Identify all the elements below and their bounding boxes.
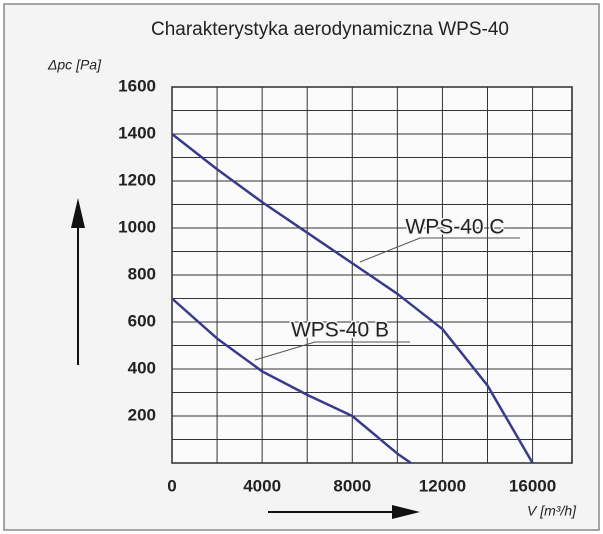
x-axis-label: V [m³/h] bbox=[527, 503, 577, 519]
line bbox=[171, 297, 412, 465]
y-arrow-head bbox=[71, 198, 85, 228]
y-tick-label: 800 bbox=[128, 264, 156, 283]
y-tick-label: 1400 bbox=[118, 123, 156, 142]
x-tick-label: 16000 bbox=[509, 476, 556, 495]
y-tick-label: 600 bbox=[128, 311, 156, 330]
x-tick-label: 4000 bbox=[243, 476, 281, 495]
leader-line bbox=[359, 237, 520, 263]
y-axis-label: Δpc [Pa] bbox=[47, 57, 102, 73]
series-label: WPS-40 C bbox=[405, 216, 504, 239]
series-label: WPS-40 B bbox=[291, 319, 389, 342]
y-tick-label: 200 bbox=[128, 405, 156, 424]
x-tick-label: 8000 bbox=[333, 476, 371, 495]
y-tick-label: 1000 bbox=[118, 217, 156, 236]
leader-line bbox=[254, 341, 410, 361]
x-tick-label: 0 bbox=[167, 476, 176, 495]
line bbox=[171, 133, 534, 464]
x-tick-label: 12000 bbox=[419, 476, 466, 495]
y-tick-label: 1600 bbox=[118, 76, 156, 95]
chart-title: Charakterystyka aerodynamiczna WPS-40 bbox=[151, 19, 509, 40]
y-tick-label: 400 bbox=[128, 358, 156, 377]
y-tick-label: 1200 bbox=[118, 170, 156, 189]
x-arrow-head bbox=[392, 505, 420, 519]
